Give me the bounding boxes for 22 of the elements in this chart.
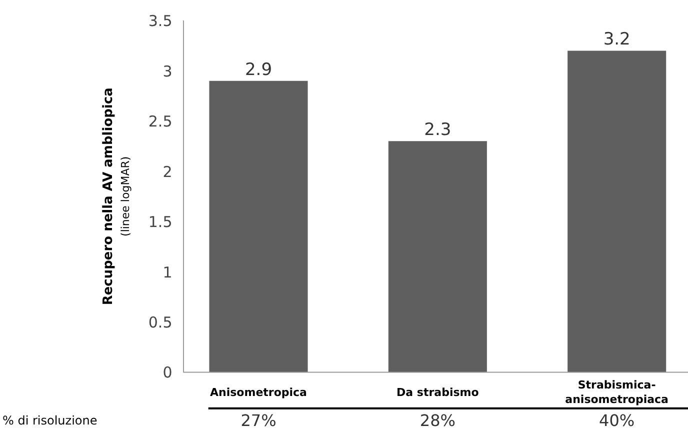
data-label: 2.3 (424, 120, 452, 140)
x-tick-label: Da strabismo (396, 386, 480, 399)
bar (568, 50, 666, 372)
y-tick-label: 0 (162, 364, 172, 382)
text: % di risoluzione (2, 413, 98, 428)
y-tick-label: 1 (162, 263, 172, 282)
y-tick-label: 2.5 (148, 112, 172, 131)
data-label: 2.9 (244, 60, 272, 80)
bar (209, 80, 308, 372)
y-axis-title: Recupero nella AV ambliopica (linee logMAR) (101, 88, 132, 306)
bar (388, 141, 487, 372)
x-tick-label: Strabismica-anisometropiaca (565, 378, 668, 406)
text: 40% (599, 410, 635, 430)
text: 28% (420, 410, 456, 430)
y-tick-label: 3.5 (148, 12, 172, 30)
y-tick-label: 3 (162, 62, 172, 80)
y-tick-label: 0.5 (148, 313, 172, 332)
text: 27% (240, 410, 276, 430)
data-label: 3.2 (603, 30, 630, 50)
y-tick-label: 1.5 (148, 213, 172, 232)
x-tick-label: Anisometropica (210, 386, 307, 399)
y-tick-label: 2 (162, 162, 172, 181)
